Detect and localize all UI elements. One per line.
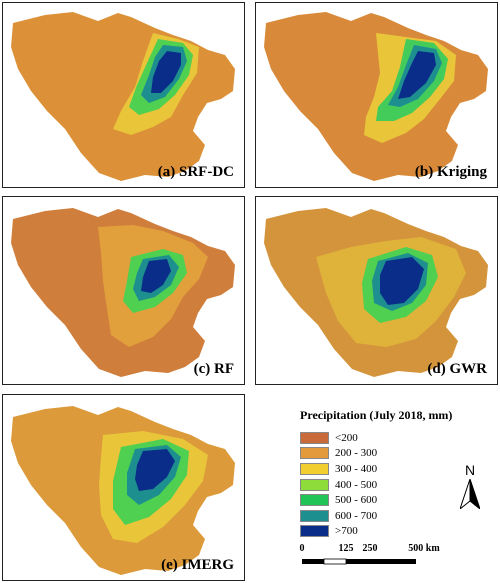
legend-label: 300 - 400	[335, 462, 378, 475]
scale-tick-label: 250	[362, 543, 378, 554]
scale-bar: 0 125 250 500 km	[300, 543, 495, 577]
panel-label-e: (e) IMERG	[161, 557, 234, 573]
map-panel-c: (c) RF	[2, 196, 245, 385]
legend-label: <200	[335, 431, 358, 444]
scale-bar-graphic	[302, 558, 416, 565]
legend-label: 400 - 500	[335, 478, 378, 491]
legend-swatch	[300, 447, 329, 460]
scale-segment	[302, 559, 324, 564]
legend-swatch	[300, 509, 329, 522]
scale-tick-label: 500 km	[408, 543, 440, 554]
map-panel-b: (b) Kriging	[255, 2, 498, 188]
legend-item: 500 - 600	[300, 492, 495, 508]
scale-segment	[323, 558, 347, 565]
panel-label-b: (b) Kriging	[414, 164, 487, 180]
precipitation-map-d	[264, 208, 488, 377]
precipitation-map-a	[11, 12, 235, 181]
map-panel-e: (e) IMERG	[2, 394, 245, 581]
scale-segment	[346, 559, 370, 564]
legend-swatch	[300, 494, 329, 507]
panel-label-c: (c) RF	[193, 361, 234, 377]
north-label: N	[464, 462, 476, 478]
legend-item: 600 - 700	[300, 508, 495, 524]
scale-tick-label: 0	[299, 543, 305, 554]
legend-item: <200	[300, 430, 495, 446]
legend-label: 500 - 600	[335, 494, 378, 507]
legend-swatch	[300, 525, 329, 538]
legend-swatch	[300, 431, 329, 444]
legend-swatch	[300, 478, 329, 491]
legend-label: 200 - 300	[335, 447, 378, 460]
panel-label-a: (a) SRF-DC	[157, 164, 234, 180]
map-panel-d: (d) GWR	[255, 196, 498, 385]
legend-label: 600 - 700	[335, 509, 378, 522]
legend-items: <200 200 - 300 300 - 400 400 - 500 500 -…	[300, 430, 495, 539]
north-arrow: N	[455, 462, 485, 510]
precipitation-map-c	[11, 208, 235, 377]
legend: Precipitation (July 2018, mm) <200 200 -…	[300, 408, 495, 578]
legend-item: 300 - 400	[300, 461, 495, 477]
legend-item: >700	[300, 524, 495, 540]
legend-label: >700	[335, 525, 358, 538]
panel-label-d: (d) GWR	[427, 361, 487, 377]
precipitation-map-e	[11, 406, 235, 575]
legend-item: 400 - 500	[300, 477, 495, 493]
legend-item: 200 - 300	[300, 446, 495, 462]
legend-title: Precipitation (July 2018, mm)	[300, 408, 453, 422]
map-panel-a: (a) SRF-DC	[2, 2, 245, 188]
legend-swatch	[300, 462, 329, 475]
scale-segment	[370, 559, 416, 564]
north-arrow-icon	[460, 479, 480, 509]
scale-tick-label: 125	[338, 543, 354, 554]
precipitation-map-b	[264, 12, 488, 181]
